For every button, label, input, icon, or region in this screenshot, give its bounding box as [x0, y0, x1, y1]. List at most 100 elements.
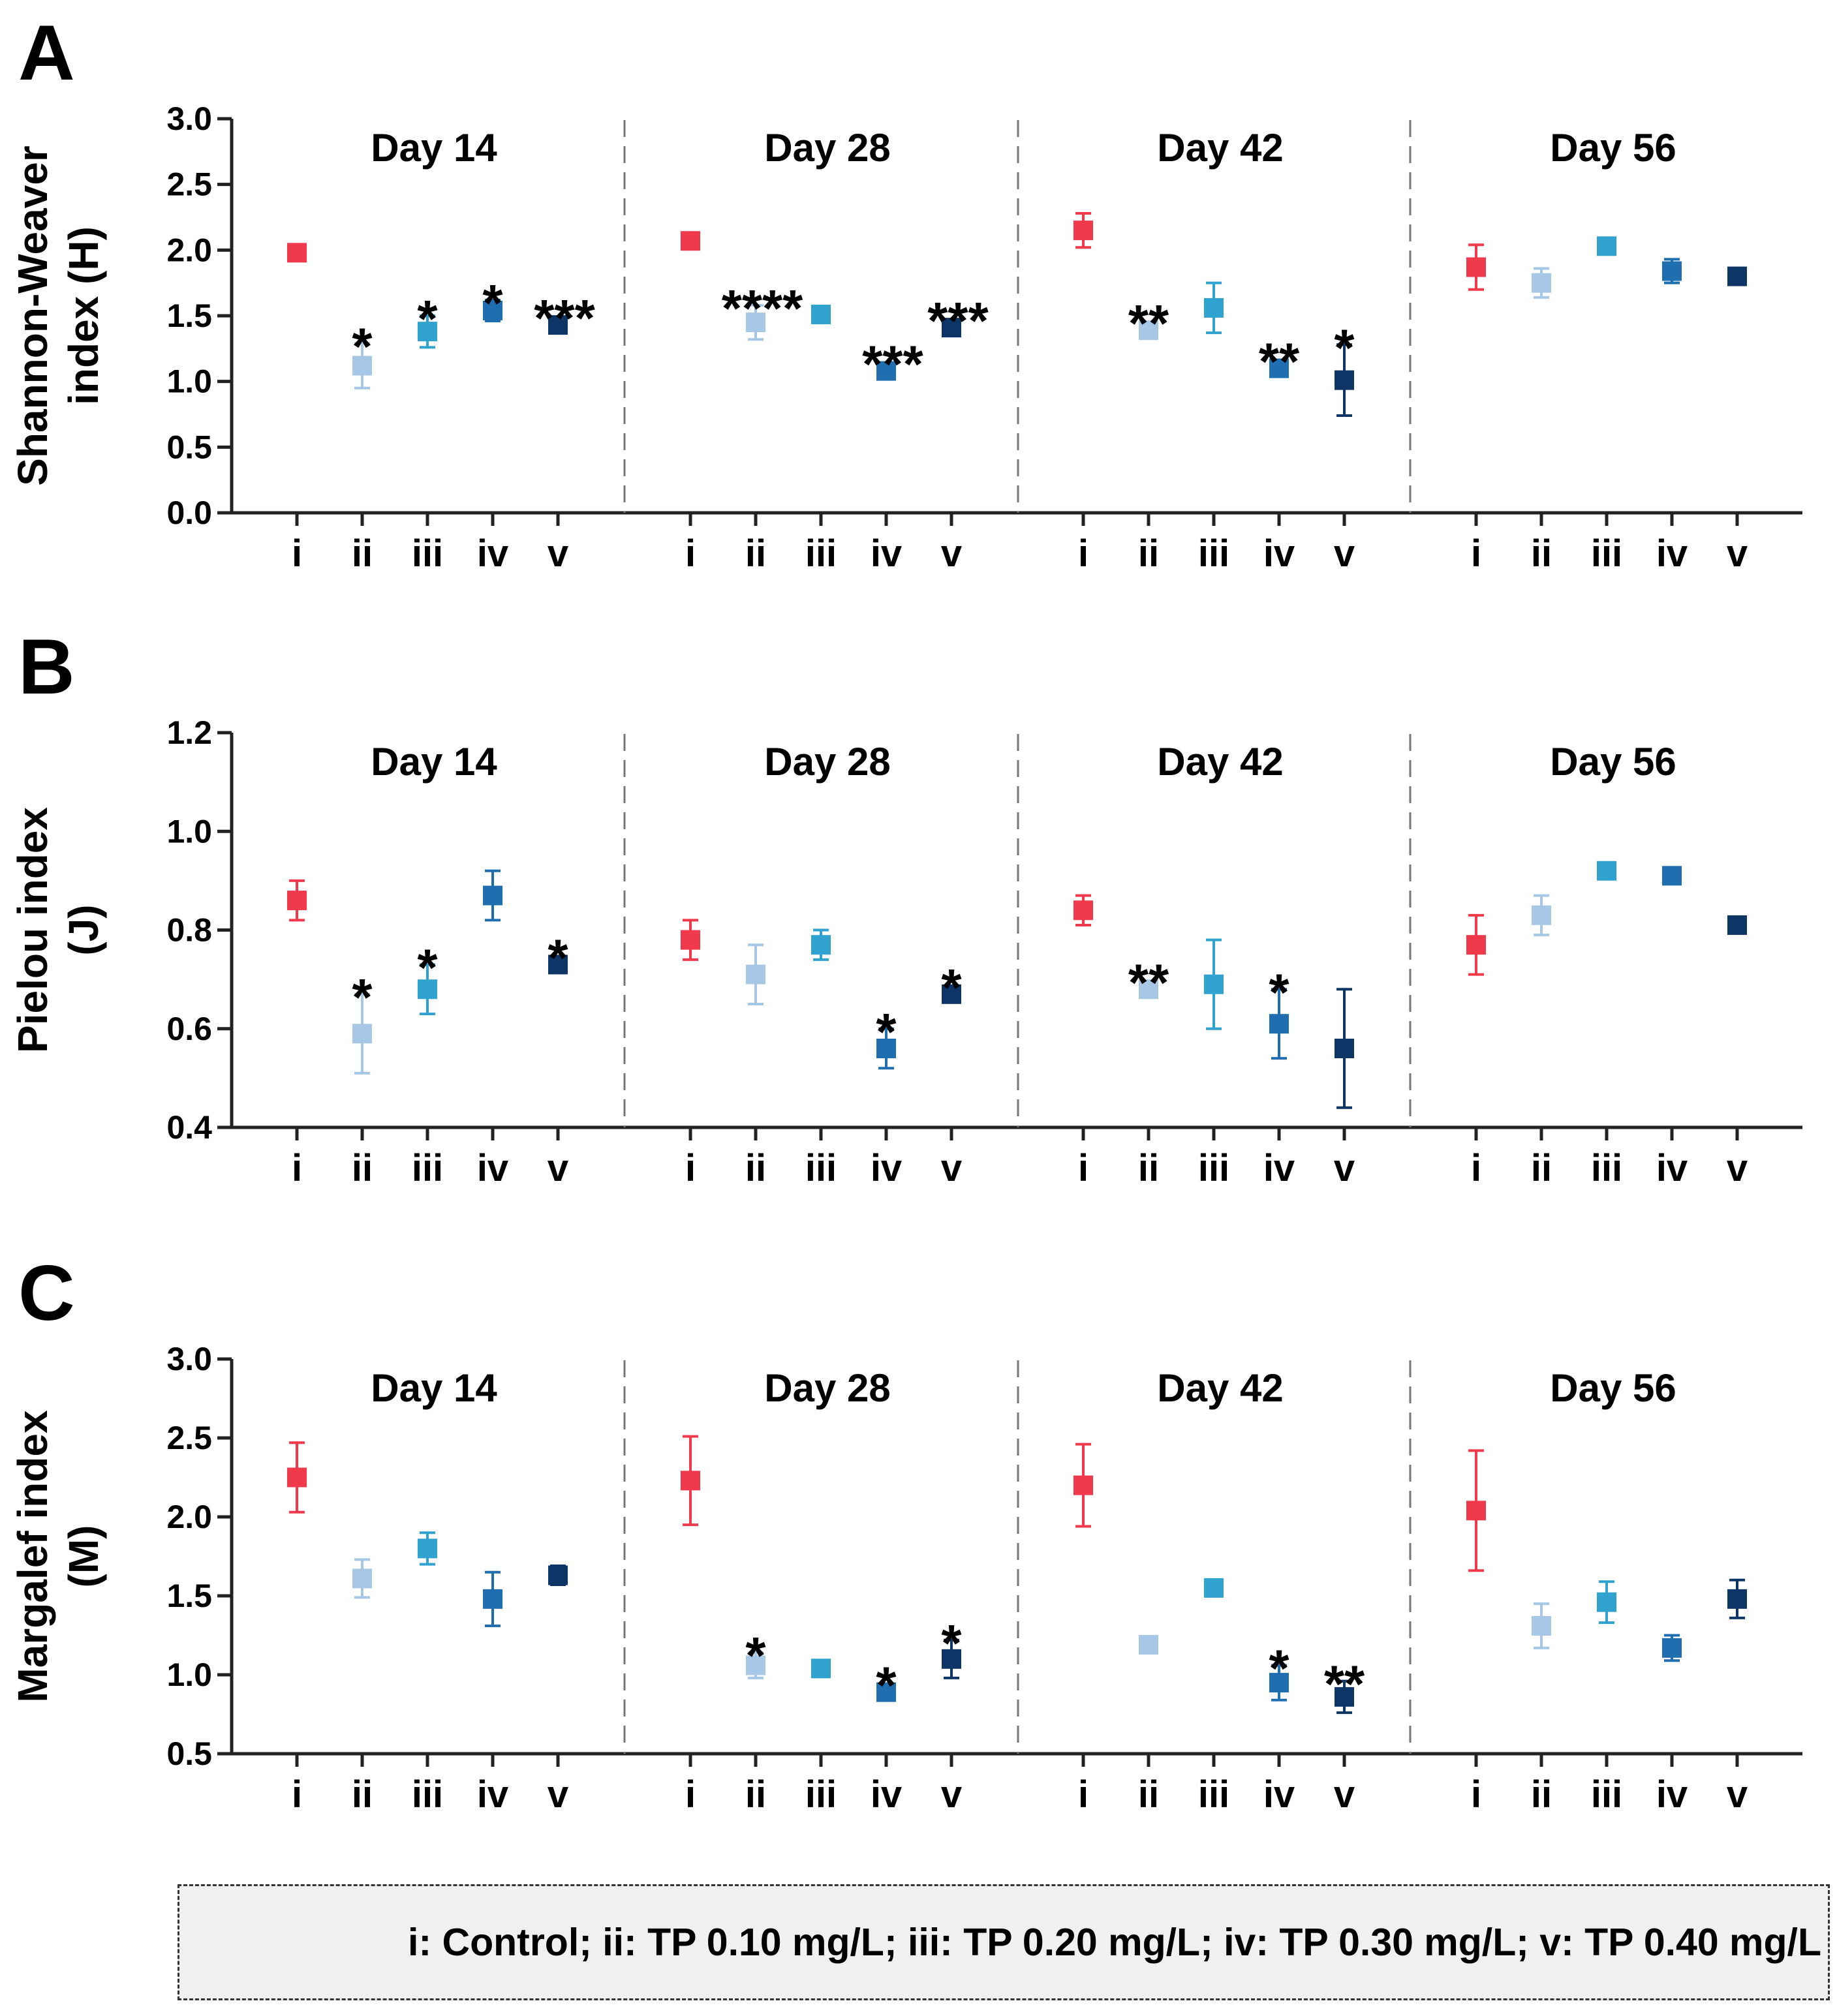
data-point [483, 1589, 502, 1609]
data-point [1662, 866, 1682, 886]
significance-mark: * [482, 274, 503, 332]
x-tick-label: v [941, 1147, 962, 1189]
x-tick-label: iv [1656, 1773, 1688, 1816]
data-point [548, 955, 568, 975]
y-tick-label: 3.0 [166, 100, 212, 137]
x-tick-label: iv [1263, 1147, 1295, 1189]
day-label: Day 28 [764, 1366, 890, 1410]
significance-mark: ** [1128, 294, 1169, 352]
data-point [942, 984, 961, 1004]
day-label: Day 28 [764, 126, 890, 170]
x-tick-label: iii [412, 532, 443, 575]
data-point [1532, 905, 1551, 925]
data-point [1269, 1673, 1289, 1693]
x-tick-label: iv [477, 1147, 508, 1189]
panel-letter: B [18, 623, 75, 710]
significance-mark: * [1269, 963, 1289, 1021]
day-label: Day 56 [1550, 1366, 1676, 1410]
x-tick-label: iv [871, 532, 902, 575]
x-tick-label: ii [1138, 1773, 1159, 1816]
x-tick-label: v [1727, 1773, 1748, 1816]
data-point [1532, 1615, 1551, 1636]
day-label: Day 14 [371, 740, 497, 784]
y-tick-label: 1.0 [166, 363, 212, 400]
x-tick-label: ii [1138, 532, 1159, 575]
significance-mark: * [352, 317, 373, 375]
data-point [548, 1565, 568, 1585]
x-tick-label: iii [805, 1773, 837, 1816]
data-point [811, 935, 831, 955]
data-point [681, 930, 700, 950]
day-label: Day 42 [1157, 126, 1283, 170]
panel-letter: C [18, 1249, 75, 1337]
x-tick-label: i [1471, 1147, 1481, 1189]
y-tick-label: 2.5 [166, 166, 212, 203]
data-point [1335, 1687, 1354, 1707]
day-label: Day 14 [371, 126, 497, 170]
data-point [1466, 1501, 1486, 1521]
panel-C: C Margalef index (M) 0.5 1.0 1.5 2.0 2.5 3.0 Day … [9, 1249, 1802, 1816]
day-label: Day 56 [1550, 126, 1676, 170]
data-point [418, 322, 437, 342]
x-tick-label: ii [745, 532, 766, 575]
y-tick-label: 2.0 [166, 1499, 212, 1535]
x-tick-label: iv [477, 1773, 508, 1816]
x-tick-label: ii [352, 1773, 373, 1816]
significance-mark: * [876, 1003, 897, 1061]
y-tick-label: 0.8 [166, 912, 212, 949]
day-label: Day 56 [1550, 740, 1676, 784]
significance-mark: * [548, 928, 568, 986]
x-tick-label: iv [871, 1147, 902, 1189]
data-point [1269, 358, 1289, 378]
y-axis-label: (M) [60, 1525, 107, 1588]
x-tick-label: iii [1591, 1773, 1622, 1816]
significance-mark: ** [1128, 953, 1169, 1011]
data-point [1597, 861, 1616, 881]
y-axis-label: Margalef index [9, 1410, 56, 1703]
data-point [1204, 974, 1224, 994]
day-label: Day 42 [1157, 1366, 1283, 1410]
data-point [1269, 1014, 1289, 1034]
data-point [811, 1658, 831, 1679]
data-point [942, 1649, 961, 1669]
x-tick-label: ii [1531, 1773, 1552, 1816]
x-tick-label: iii [412, 1147, 443, 1189]
x-tick-label: iii [1198, 1773, 1229, 1816]
data-point [1139, 1635, 1158, 1655]
data-point [746, 1655, 765, 1675]
significance-mark: * [417, 290, 438, 348]
x-tick-label: i [292, 1147, 302, 1189]
x-tick-label: i [1078, 532, 1088, 575]
data-point [876, 1682, 896, 1702]
y-axis-label: (J) [60, 904, 107, 955]
data-point [1662, 261, 1682, 281]
data-point [1466, 935, 1486, 955]
data-point [1073, 1475, 1093, 1495]
x-tick-label: v [1334, 1147, 1355, 1189]
day-label: Day 14 [371, 1366, 497, 1410]
data-point [287, 891, 307, 911]
x-tick-label: i [292, 1773, 302, 1816]
data-point [1139, 979, 1158, 1000]
x-tick-label: ii [1531, 1147, 1552, 1189]
data-point [1662, 1638, 1682, 1658]
x-tick-label: iii [1198, 532, 1229, 575]
x-tick-label: v [548, 1773, 568, 1816]
significance-mark: **** [722, 279, 803, 337]
x-tick-label: iv [1656, 1147, 1688, 1189]
data-point [1727, 915, 1747, 935]
x-tick-label: iv [477, 532, 508, 575]
x-tick-label: v [1727, 1147, 1748, 1189]
x-tick-label: ii [1138, 1147, 1159, 1189]
data-point [483, 300, 502, 320]
data-point [483, 885, 502, 906]
data-point [548, 315, 568, 335]
x-tick-label: ii [1531, 532, 1552, 575]
day-label: Day 28 [764, 740, 890, 784]
data-point [352, 1024, 372, 1044]
y-axis-label: Shannon-Weaver [9, 145, 56, 486]
data-point [681, 231, 700, 251]
data-point [1727, 266, 1747, 286]
significance-mark: *** [534, 289, 595, 347]
